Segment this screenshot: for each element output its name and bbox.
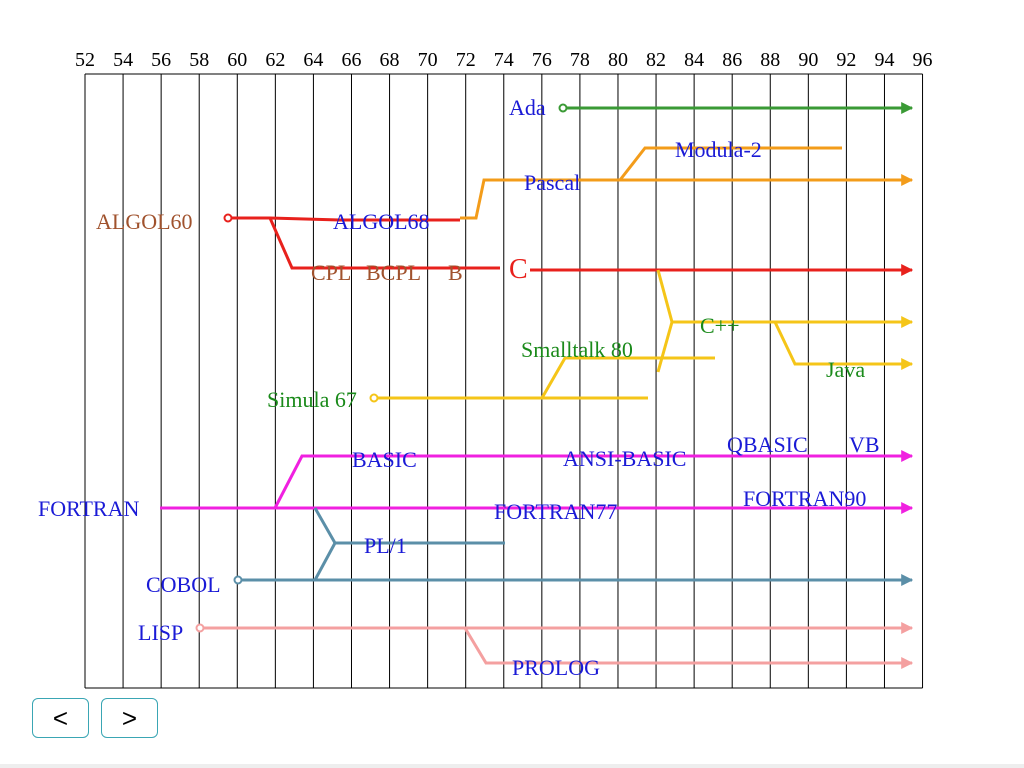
label-pascal: Pascal xyxy=(524,170,580,195)
year-grid xyxy=(84,73,924,689)
year-label-78: 78 xyxy=(570,49,590,71)
year-label-62: 62 xyxy=(265,49,285,71)
smalltalk-to-cpp-line xyxy=(656,321,674,373)
label-pl1: PL/1 xyxy=(364,533,407,558)
java-line xyxy=(773,321,914,370)
year-label-54: 54 xyxy=(113,49,133,71)
label-c: C xyxy=(509,254,528,285)
label-lisp: LISP xyxy=(138,620,183,645)
year-label-58: 58 xyxy=(189,49,209,71)
label-algol60: ALGOL60 xyxy=(96,209,193,234)
label-b: B xyxy=(448,260,463,285)
label-modula2: Modula-2 xyxy=(675,137,762,162)
cobol-start-dot xyxy=(233,575,243,585)
algol60-to-algol68-line xyxy=(228,216,460,222)
c-to-cpp-line xyxy=(656,269,914,328)
year-label-86: 86 xyxy=(722,49,742,71)
label-fortran: FORTRAN xyxy=(38,496,139,521)
algol68-to-pascal-line xyxy=(460,174,914,220)
label-vb: VB xyxy=(849,432,880,457)
year-axis-labels: 52 54 56 58 60 62 64 66 68 70 72 74 76 78 80 82 84 86 88 90… xyxy=(75,49,933,71)
year-label-56: 56 xyxy=(151,49,171,71)
label-qbasic: QBASIC xyxy=(727,432,808,457)
pl1-from-fortran-line xyxy=(313,507,505,545)
previous-button[interactable]: < xyxy=(32,698,89,738)
label-ada: Ada xyxy=(509,95,546,120)
label-cpl: CPL xyxy=(311,260,351,285)
basic-line xyxy=(273,450,914,509)
smalltalk80-line xyxy=(540,356,715,399)
ada-start-dot xyxy=(558,103,568,113)
year-label-82: 82 xyxy=(646,49,666,71)
label-ansi-basic: ANSI-BASIC xyxy=(563,446,686,471)
year-label-94: 94 xyxy=(874,49,894,71)
year-label-84: 84 xyxy=(684,49,704,71)
year-label-74: 74 xyxy=(494,49,514,71)
year-label-72: 72 xyxy=(456,49,476,71)
year-label-68: 68 xyxy=(380,49,400,71)
label-smalltalk80: Smalltalk 80 xyxy=(521,337,633,362)
year-label-88: 88 xyxy=(760,49,780,71)
year-label-96: 96 xyxy=(913,49,933,71)
year-label-66: 66 xyxy=(341,49,361,71)
modula2-line xyxy=(618,146,842,181)
lineage-lines xyxy=(160,102,914,669)
label-java: Java xyxy=(826,357,865,382)
footer-bar xyxy=(0,764,1024,768)
year-label-64: 64 xyxy=(303,49,323,71)
label-algol68: ALGOL68 xyxy=(333,209,430,234)
simula67-start-dot xyxy=(369,393,379,403)
label-cobol: COBOL xyxy=(146,572,221,597)
label-fortran77: FORTRAN77 xyxy=(494,499,617,524)
label-cpp: C++ xyxy=(700,313,740,338)
year-label-92: 92 xyxy=(836,49,856,71)
label-bcpl: BCPL xyxy=(366,260,421,285)
year-label-90: 90 xyxy=(798,49,818,71)
next-button[interactable]: > xyxy=(101,698,158,738)
pl1-from-cobol-line xyxy=(313,542,337,581)
label-simula67: Simula 67 xyxy=(267,387,357,412)
label-prolog: PROLOG xyxy=(512,655,600,680)
lisp-start-dot xyxy=(195,623,205,633)
year-label-80: 80 xyxy=(608,49,628,71)
algol60-start-dot xyxy=(223,213,233,223)
year-label-76: 76 xyxy=(532,49,552,71)
year-label-70: 70 xyxy=(418,49,438,71)
year-label-52: 52 xyxy=(75,49,95,71)
label-basic: BASIC xyxy=(352,447,417,472)
prolog-line xyxy=(463,627,914,669)
language-labels: Ada Modula-2 Pascal ALGOL60 ALGOL68 CPL BCPL B C… xyxy=(38,95,880,680)
algol60-to-cpl-line xyxy=(268,217,500,270)
label-fortran90: FORTRAN90 xyxy=(743,486,866,511)
year-label-60: 60 xyxy=(227,49,247,71)
